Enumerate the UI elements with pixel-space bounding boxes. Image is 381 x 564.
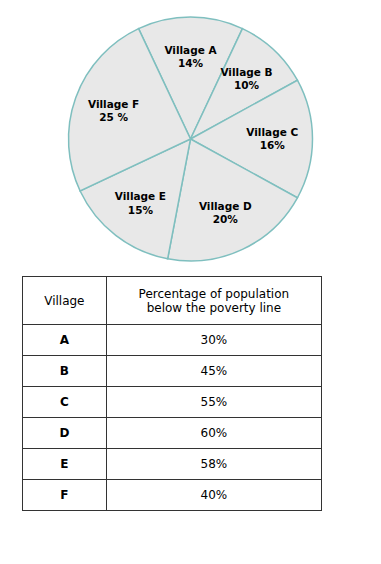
html-text:58%: 58% (200, 457, 228, 471)
html-text:Village: Village (44, 293, 85, 308)
html-text:60%: 60% (200, 426, 228, 440)
html-text:F: F (60, 488, 69, 502)
svg-text:Village E15%: Village E15% (115, 190, 166, 215)
html-text:E: E (60, 457, 69, 471)
svg-text:Village A14%: Village A14% (164, 44, 217, 69)
html-text:55%: 55% (200, 395, 228, 409)
svg-text:Village D20%: Village D20% (199, 200, 252, 225)
svg-text:Village F25 %: Village F25 % (88, 98, 139, 123)
html-text:40%: 40% (200, 488, 228, 502)
html-text:C: C (60, 395, 69, 409)
svg-text:Village C16%: Village C16% (246, 126, 298, 151)
html-text:A: A (59, 333, 69, 347)
html-text:B: B (59, 364, 69, 378)
html-text:D: D (59, 426, 70, 440)
svg-text:Village B10%: Village B10% (220, 66, 272, 91)
html-text:Percentage of population below: Percentage of population below the pover… (138, 286, 290, 315)
html-text:30%: 30% (200, 333, 228, 347)
html-text:45%: 45% (200, 364, 228, 378)
